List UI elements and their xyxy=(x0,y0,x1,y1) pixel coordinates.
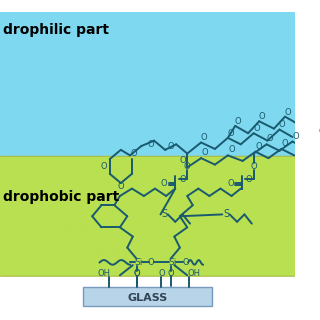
Text: O: O xyxy=(253,124,260,133)
Text: O: O xyxy=(133,269,140,278)
Text: O: O xyxy=(284,108,291,116)
Text: OH: OH xyxy=(187,269,200,278)
Text: O: O xyxy=(246,175,252,184)
Text: O: O xyxy=(267,134,274,143)
Text: O: O xyxy=(148,258,155,267)
Text: GLASS: GLASS xyxy=(127,293,168,303)
Text: O: O xyxy=(256,142,262,151)
Text: O: O xyxy=(179,175,186,184)
FancyBboxPatch shape xyxy=(0,11,297,162)
Text: O: O xyxy=(319,127,320,136)
Text: O: O xyxy=(227,129,234,138)
Text: O: O xyxy=(235,117,241,126)
Text: S: S xyxy=(223,209,229,220)
Text: O: O xyxy=(250,162,257,171)
Text: O: O xyxy=(279,120,285,130)
Text: O: O xyxy=(184,162,190,171)
Text: O: O xyxy=(167,142,174,151)
Text: Si: Si xyxy=(134,258,142,267)
Text: drophilic part: drophilic part xyxy=(3,23,109,37)
Text: O: O xyxy=(228,145,235,154)
Text: S: S xyxy=(161,209,167,220)
Text: O: O xyxy=(179,156,186,165)
Text: O: O xyxy=(131,149,137,158)
Text: OH: OH xyxy=(98,269,111,278)
Text: O: O xyxy=(167,269,174,278)
Text: O: O xyxy=(259,112,265,121)
Text: O: O xyxy=(182,258,189,267)
Text: O: O xyxy=(201,133,207,142)
Text: O: O xyxy=(293,132,300,140)
Text: O: O xyxy=(158,269,165,278)
Text: O: O xyxy=(101,162,108,171)
FancyBboxPatch shape xyxy=(0,156,297,276)
Text: drophobic part: drophobic part xyxy=(3,189,119,204)
Text: O: O xyxy=(161,180,167,188)
Text: O: O xyxy=(133,269,140,278)
Text: O: O xyxy=(282,139,288,148)
Text: O: O xyxy=(202,148,208,157)
Text: O: O xyxy=(117,182,124,191)
Text: O: O xyxy=(147,140,154,149)
Bar xyxy=(83,287,212,306)
Text: O: O xyxy=(227,180,234,188)
Text: Si: Si xyxy=(168,258,177,267)
